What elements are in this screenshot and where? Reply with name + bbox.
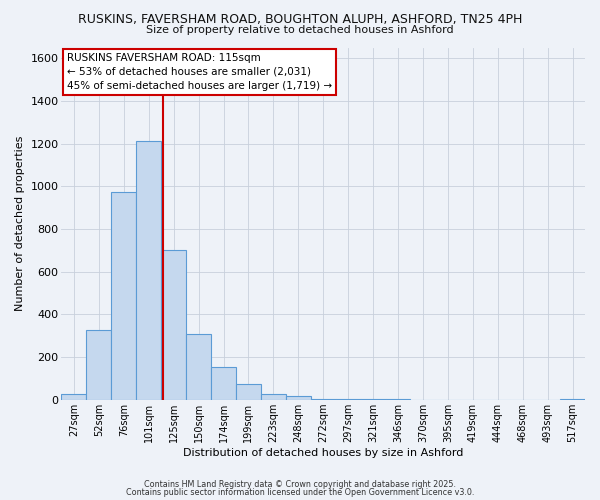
Bar [112, 192, 136, 400]
Bar [186, 334, 211, 400]
X-axis label: Distribution of detached houses by size in Ashford: Distribution of detached houses by size … [183, 448, 463, 458]
Bar [286, 396, 311, 400]
Bar [261, 394, 286, 400]
Text: Size of property relative to detached houses in Ashford: Size of property relative to detached ho… [146, 25, 454, 35]
Bar [211, 366, 236, 400]
Bar [86, 330, 112, 400]
Text: Contains public sector information licensed under the Open Government Licence v3: Contains public sector information licen… [126, 488, 474, 497]
Bar [161, 250, 186, 400]
Text: Contains HM Land Registry data © Crown copyright and database right 2025.: Contains HM Land Registry data © Crown c… [144, 480, 456, 489]
Bar [236, 384, 261, 400]
Text: RUSKINS FAVERSHAM ROAD: 115sqm
← 53% of detached houses are smaller (2,031)
45% : RUSKINS FAVERSHAM ROAD: 115sqm ← 53% of … [67, 53, 332, 91]
Bar [136, 142, 161, 400]
Text: RUSKINS, FAVERSHAM ROAD, BOUGHTON ALUPH, ASHFORD, TN25 4PH: RUSKINS, FAVERSHAM ROAD, BOUGHTON ALUPH,… [78, 12, 522, 26]
Bar [311, 398, 335, 400]
Y-axis label: Number of detached properties: Number of detached properties [15, 136, 25, 312]
Bar [61, 394, 86, 400]
